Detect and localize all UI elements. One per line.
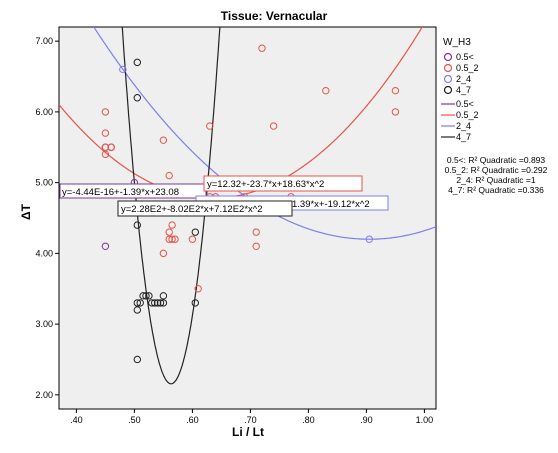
data-point-0.5< [101,242,110,250]
annotation-red: y=12.32+-23.7*x+18.63*x^2 [203,175,363,192]
data-point-0.5_2 [165,171,173,180]
data-point-0.5_2 [165,228,173,236]
legend: W_H3 0.5<0.5_22_44_7 0.5<0.5_22_44_7 0.5… [441,37,548,195]
data-point-4_7 [159,299,168,307]
legend-marker-label: 4_7 [456,85,471,95]
data-point-0.5_2 [391,86,400,95]
legend-marker [443,85,453,95]
annotation-black: y=2.28E2+-8.02E2*x+7.12E2*x^2 [117,200,293,217]
y-tick-label: 4.00 [35,248,53,258]
fit-line-0.5_2 [59,27,423,199]
data-point-0.5_2 [101,150,110,159]
y-axis-label: ΔT [19,203,33,220]
data-point-0.5_2 [269,122,278,130]
data-point-0.5_2 [101,143,110,151]
y-tick-label: 3.00 [35,319,53,329]
data-point-4_7 [191,228,200,236]
legend-marker-items: 0.5<0.5_22_44_7 [443,52,479,95]
data-point-0.5_2 [391,108,400,116]
legend-marker [443,52,453,62]
legend-r2-line: 0.5<: R² Quadratic =0.893 [447,155,546,165]
legend-line-items: 0.5<0.5_22_44_7 [441,99,479,142]
data-point-0.5_2 [194,285,202,293]
data-point-0.5_2 [171,235,179,243]
plot-area [58,26,437,410]
annotation-blue-text: 1.39*x+-19.12*x^2 [292,199,370,210]
legend-marker-label: 0.5< [456,52,474,62]
data-point-4_7 [133,299,142,307]
data-point-0.5_2 [159,249,168,258]
legend-line-label: 4_7 [456,132,471,142]
data-point-4_7 [133,94,142,102]
data-point-4_7 [142,292,150,300]
legend-marker-label: 0.5_2 [456,63,479,73]
annotation-purple: y=-4.44E-16+-1.39*x+23.08 [59,183,207,199]
y-axis-ticks: 2.00 3.00 4.00 5.00 6.00 7.00 [35,36,59,400]
data-point-0.5_2 [252,228,260,236]
data-point-4_7 [148,299,156,307]
data-point-2_4 [119,65,127,74]
x-tick-label: 1.00 [416,415,434,425]
data-point-4_7 [139,292,147,300]
data-point-4_7 [145,292,153,300]
chart-title: Tissue: Vernacular [221,9,328,23]
annotation-red-text: y=12.32+-23.7*x+18.63*x^2 [207,179,324,190]
legend-line-label: 0.5_2 [456,110,479,120]
data-point-0.5_2 [168,221,176,229]
legend-r2-line: 2_4: R² Quadratic =1 [456,175,535,185]
data-point-0.5_2 [206,122,214,130]
data-point-0.5_2 [188,235,197,243]
data-point-4_7 [191,299,200,307]
data-point-0.5_2 [258,44,266,52]
legend-line-label: 0.5< [456,99,474,109]
legend-r2-line: 0.5_2: R² Quadratic =0.292 [445,165,548,175]
legend-title: W_H3 [443,37,471,48]
x-tick-label: .70 [244,415,257,425]
legend-line-label: 2_4 [456,121,471,131]
data-point-2_4 [365,235,373,243]
y-tick-label: 6.00 [35,107,53,117]
annotation-black-text: y=2.28E2+-8.02E2*x+7.12E2*x^2 [121,204,263,215]
x-axis-label: Li / Lt [232,425,264,439]
data-point-4_7 [133,306,142,314]
x-axis-ticks: .40 .50 .60 .70 .80 .90 1.00 [70,409,433,425]
data-point-0.5_2 [252,242,260,250]
legend-marker-label: 2_4 [456,74,471,84]
y-tick-label: 2.00 [35,390,53,400]
data-point-4_7 [159,292,168,300]
data-point-0.5_2 [101,108,110,116]
data-point-0.5_2 [165,235,173,243]
legend-marker [443,74,453,84]
data-point-0.5_2 [159,136,168,144]
y-tick-label: 7.00 [35,36,53,46]
x-tick-label: .90 [360,415,373,425]
data-point-0.5_2 [322,86,330,95]
data-point-0.5_2 [168,235,176,243]
data-point-4_7 [136,299,144,307]
x-tick-label: .60 [186,415,199,425]
data-point-4_7 [156,299,165,307]
y-tick-label: 5.00 [35,178,53,188]
data-point-4_7 [151,299,159,307]
x-tick-label: .80 [302,415,315,425]
annotation-purple-text: y=-4.44E-16+-1.39*x+23.08 [62,187,179,198]
data-point-4_7 [133,58,142,67]
legend-r2-line: 4_7: R² Quadratic =0.336 [448,185,544,195]
data-point-4_7 [153,299,162,307]
data-point-4_7 [133,355,142,364]
x-tick-label: .40 [70,415,83,425]
data-point-0.5_2 [107,143,115,151]
legend-marker [443,63,453,73]
data-point-4_7 [133,221,142,229]
x-tick-label: .50 [128,415,141,425]
data-point-0.5_2 [101,129,110,137]
